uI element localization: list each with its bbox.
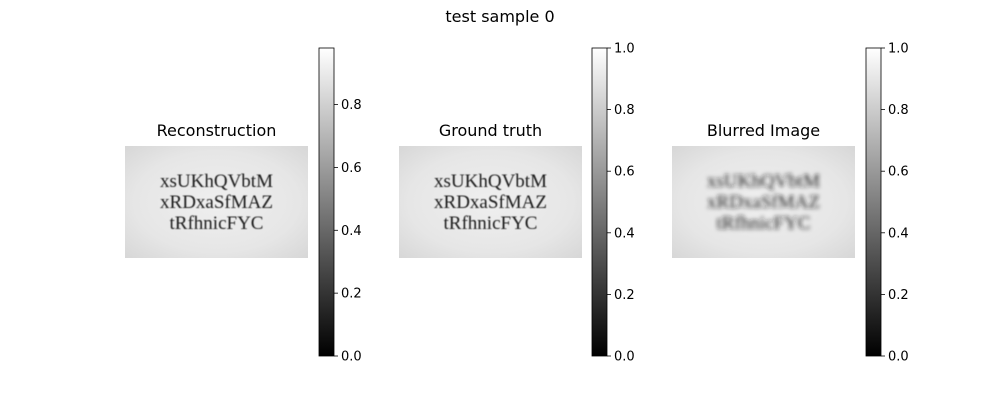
image-text-line: xRDxaSfMAZ [434, 192, 547, 213]
image-text-line: xsUKhQVbtM [160, 171, 273, 192]
colorbar-tick-label: 1.0 [614, 42, 635, 57]
image-text-line: tRfhnicFYC [170, 213, 264, 234]
panel-3: Blurred Image xsUKhQVbtMxRDxaSfMAZtRfhnic… [672, 42, 909, 365]
colorbar [591, 47, 608, 357]
colorbar-tick-label: 0.4 [614, 226, 635, 241]
image-text-line: xsUKhQVbtM [434, 171, 547, 192]
colorbar-tick-label: 0.0 [888, 350, 909, 365]
figure-title: test sample 0 [445, 7, 554, 26]
colorbar-tick-label: 0.2 [614, 288, 635, 303]
panel-title: Reconstruction [157, 121, 277, 140]
colorbar-tick-label: 0.0 [614, 350, 635, 365]
image-text-line: xRDxaSfMAZ [160, 192, 273, 213]
image-text-line: tRfhnicFYC [444, 213, 538, 234]
colorbar-tick-label: 0.8 [341, 98, 362, 113]
panel-2: Ground truth xsUKhQVbtMxRDxaSfMAZtRfhnicF… [399, 42, 635, 365]
colorbar-tick-label: 0.6 [614, 165, 635, 180]
colorbar-tick-label: 0.2 [341, 287, 362, 302]
image-text-line: xRDxaSfMAZ [707, 192, 820, 213]
colorbar-tick-label: 0.4 [888, 226, 909, 241]
colorbar-tick-label: 0.6 [341, 161, 362, 176]
image-area [125, 146, 308, 258]
panel-title: Ground truth [439, 121, 542, 140]
panel-1: Reconstruction xsUKhQVbtMxRDxaSfMAZtRfhni… [125, 47, 362, 365]
panels: ReconstructionxsUKhQVbtMxRDxaSfMAZtRfhni… [125, 42, 909, 365]
colorbar-tick-label: 0.6 [888, 165, 909, 180]
colorbar-tick-label: 0.8 [614, 103, 635, 118]
colorbar-tick-label: 0.8 [888, 103, 909, 118]
colorbar [865, 47, 882, 357]
panel-title: Blurred Image [707, 121, 820, 140]
colorbar-tick-label: 1.0 [888, 42, 909, 57]
colorbar-tick-label: 0.0 [341, 350, 362, 365]
image-area [672, 146, 855, 258]
image-text-line: tRfhnicFYC [717, 213, 811, 234]
image-text-line: xsUKhQVbtM [707, 171, 820, 192]
colorbar-tick-label: 0.4 [341, 224, 362, 239]
colorbar-tick-label: 0.2 [888, 288, 909, 303]
image-area [399, 146, 582, 258]
colorbar [318, 47, 335, 357]
